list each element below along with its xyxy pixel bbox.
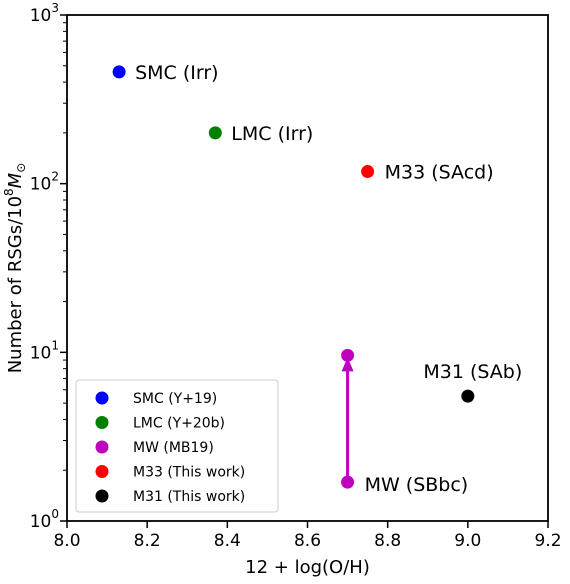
y-axis-label-main: Number of RSGs/10 (5, 196, 26, 373)
x-axis-label: 12 + log(O/H) (245, 557, 370, 578)
arrow-head (341, 357, 354, 372)
data-point (361, 165, 375, 179)
y-tick-label-exp: 3 (51, 1, 59, 15)
x-tick-label: 8.0 (53, 531, 80, 551)
y-tick-label-exp: 1 (51, 338, 59, 352)
x-tick-label: 9.2 (534, 531, 561, 551)
y-axis-label-exp: 8 (2, 188, 16, 196)
y-tick-label-base: 10 (30, 175, 52, 195)
data-point (112, 65, 126, 79)
y-axis-label: Number of RSGs/108M⊙ (2, 163, 28, 374)
x-tick-label: 8.4 (214, 531, 241, 551)
legend-marker (95, 416, 109, 429)
legend: SMC (Y+19) LMC (Y+20b) MW (MB19) M33 (This … (75, 379, 279, 513)
data-point (341, 475, 355, 489)
point-label: M31 (SAb) (423, 361, 522, 383)
legend-entry-label: M33 (This work) (133, 465, 245, 481)
data-point (461, 389, 475, 403)
y-axis-label-unit-sub: ⊙ (14, 163, 28, 173)
point-label: LMC (Irr) (231, 123, 313, 145)
legend-entry-label: LMC (Y+20b) (133, 416, 225, 432)
legend-box (75, 379, 279, 513)
y-tick-label-exp: 2 (51, 170, 59, 184)
data-point (341, 348, 355, 362)
y-tick-label: 102 (30, 170, 59, 195)
y-tick-label: 101 (30, 338, 59, 363)
annotation-layer (341, 357, 354, 483)
legend-marker (95, 465, 109, 478)
point-label: M33 (SAcd) (385, 162, 494, 184)
y-tick-label: 103 (30, 1, 59, 26)
y-tick-label-base: 10 (30, 343, 52, 363)
x-tick-label: 8.8 (374, 531, 401, 551)
legend-entry-label: MW (MB19) (133, 440, 214, 456)
points-layer (112, 65, 475, 489)
legend-entry-label: M31 (This work) (133, 489, 245, 505)
legend-marker (95, 489, 109, 503)
legend-marker (95, 440, 109, 454)
y-axis-label-unit: M (5, 172, 26, 188)
plot-frame (66, 14, 549, 522)
y-tick-label-base: 10 (30, 512, 52, 532)
legend-marker (95, 391, 109, 405)
point-label: MW (SBbc) (365, 474, 469, 496)
y-tick-label-base: 10 (30, 6, 52, 26)
point-labels-layer: SMC (Irr) LMC (Irr) MW (SBbc) M33 (SAcd) M31… (135, 62, 522, 496)
x-tick-label: 8.2 (134, 531, 161, 551)
x-tick-label: 9.0 (454, 531, 481, 551)
x-tick-label: 8.6 (294, 531, 321, 551)
data-point (208, 126, 222, 140)
y-tick-label: 100 (30, 507, 59, 532)
y-tick-label-exp: 0 (51, 507, 59, 521)
point-label: SMC (Irr) (135, 62, 218, 84)
legend-entry-label: SMC (Y+19) (133, 391, 217, 407)
